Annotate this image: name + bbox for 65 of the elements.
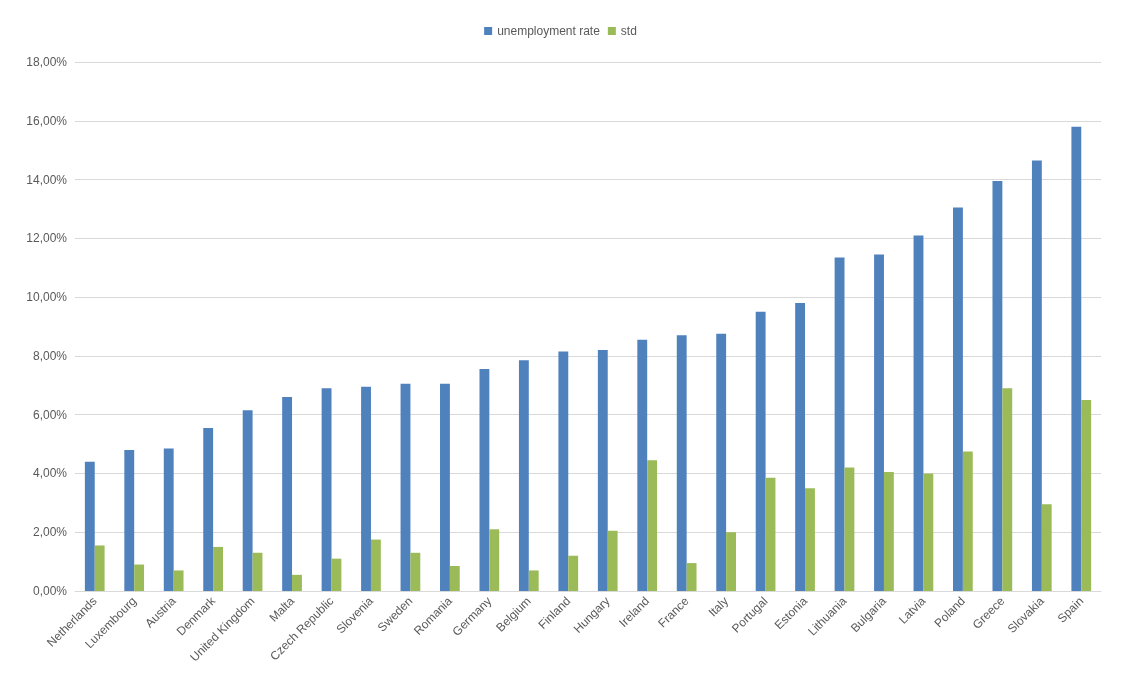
bar <box>597 350 608 591</box>
y-tick-label: 10,00% <box>26 290 68 305</box>
bar <box>795 302 806 591</box>
bar <box>913 235 924 591</box>
bar <box>1031 160 1042 591</box>
bar <box>528 570 539 591</box>
bar <box>163 448 174 591</box>
bar <box>1081 399 1092 591</box>
bar <box>94 545 105 591</box>
bar <box>213 546 223 591</box>
bar <box>370 539 381 591</box>
bar <box>726 532 736 591</box>
bar <box>755 311 766 591</box>
bar <box>479 369 490 591</box>
bar <box>242 410 253 591</box>
y-tick-label: 8,00% <box>32 348 68 363</box>
bar <box>440 383 450 591</box>
bar <box>124 449 135 591</box>
bar <box>805 488 815 591</box>
bar <box>962 451 973 591</box>
bar <box>874 254 884 591</box>
bar <box>765 477 776 591</box>
y-tick-label: 14,00% <box>26 172 68 187</box>
bar <box>923 473 934 591</box>
bar <box>1041 504 1052 591</box>
bar <box>449 566 460 591</box>
bar <box>282 397 293 591</box>
bar <box>607 530 618 591</box>
legend-label: unemployment rate <box>497 24 601 38</box>
bar <box>331 558 342 591</box>
bar <box>1071 126 1082 591</box>
y-tick-label: 6,00% <box>32 407 68 422</box>
bar <box>292 574 302 591</box>
x-tick-label: Italy <box>705 594 732 620</box>
bar <box>321 388 332 591</box>
y-tick-label: 4,00% <box>32 466 68 481</box>
bar <box>834 257 845 591</box>
bar <box>992 181 1003 591</box>
bar <box>134 564 145 591</box>
bar <box>173 570 184 591</box>
bar <box>203 427 214 591</box>
bar <box>647 460 658 591</box>
bar <box>568 555 579 591</box>
y-tick-label: 18,00% <box>26 55 68 69</box>
bar <box>844 467 855 591</box>
y-tick-label: 16,00% <box>26 113 68 128</box>
bar <box>361 386 371 591</box>
bar <box>686 563 697 591</box>
y-tick-label: 2,00% <box>32 525 68 540</box>
bar <box>558 351 569 591</box>
bar <box>716 333 727 591</box>
legend-label: std <box>620 24 637 38</box>
bar <box>953 207 963 591</box>
bar <box>637 339 648 591</box>
bar <box>883 471 894 591</box>
bar <box>410 552 421 591</box>
y-tick-label: 0,00% <box>32 584 68 598</box>
bar <box>676 335 687 591</box>
y-tick-label: 12,00% <box>26 231 68 246</box>
bar <box>400 383 411 591</box>
bar <box>1002 388 1013 591</box>
bar <box>84 461 95 591</box>
bar <box>252 552 263 591</box>
bar <box>489 529 500 591</box>
bar <box>518 360 529 591</box>
